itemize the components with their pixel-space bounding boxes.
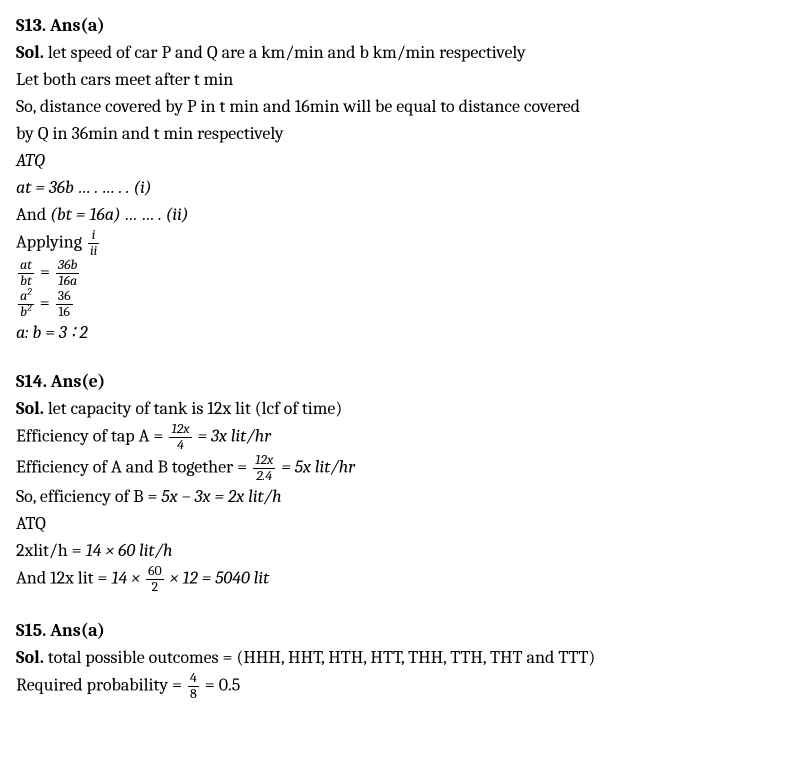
- fraction-num: 36: [56, 289, 73, 304]
- efficiency-a-result: = 3x lit/hr: [194, 426, 272, 447]
- solution-s15: S15. Ans(a) Sol. total possible outcomes…: [16, 617, 781, 701]
- equation: (bt = 16a): [50, 204, 121, 225]
- fraction: 12x4: [169, 422, 191, 452]
- ratio-result: a: b = 3 ∶ 2: [16, 322, 88, 343]
- exponent: 2: [27, 286, 32, 297]
- equation-tag: … . … . . (i): [74, 177, 152, 198]
- fraction-num: 12x: [169, 422, 191, 437]
- fraction: 602: [146, 564, 164, 594]
- atq-label: ATQ: [16, 150, 45, 171]
- equation: at = 36b: [16, 177, 74, 198]
- fraction: a2b2: [18, 289, 34, 319]
- equation: 14 ×: [111, 568, 144, 589]
- equation-result: × 12 = 5040 lit: [166, 568, 269, 589]
- fraction-den: 8: [188, 686, 199, 702]
- equation-tag: … … . (ii): [121, 204, 189, 225]
- fraction-num: 12x: [253, 453, 275, 468]
- fraction-den: 4: [169, 437, 191, 453]
- fraction-num: 36b: [56, 258, 80, 273]
- efficiency-ab-result: = 5x lit/hr: [277, 456, 355, 477]
- fraction-den: 2: [146, 579, 164, 595]
- required-probability-label: Required probability =: [16, 674, 186, 695]
- equation: 14 × 60 lit/h: [86, 540, 173, 561]
- s15-text: total possible outcomes = (HHH, HHT, HTH…: [44, 647, 595, 668]
- efficiency-b-label: So, efficiency of B =: [16, 486, 161, 507]
- s13-text: by Q in 36min and t min respectively: [16, 120, 781, 147]
- efficiency-b-result: 5x − 3x = 2x lit/h: [161, 486, 281, 507]
- sol-label: Sol.: [16, 647, 44, 668]
- equals: =: [36, 292, 54, 313]
- s13-heading: S13. Ans(a): [16, 15, 105, 36]
- fraction-den: b2: [18, 304, 34, 320]
- s13-text: Let both cars meet after t min: [16, 66, 781, 93]
- s14-text: let capacity of tank is 12x lit (lcf of …: [44, 398, 342, 419]
- exponent: 2: [27, 302, 32, 313]
- equals: =: [36, 262, 54, 283]
- atq-label: ATQ: [16, 510, 781, 537]
- and-label: And: [16, 204, 50, 225]
- fraction: 48: [188, 671, 199, 701]
- s13-text: So, distance covered by P in t min and 1…: [16, 93, 781, 120]
- efficiency-ab-label: Efficiency of A and B together =: [16, 456, 251, 477]
- fraction-den: 2.4: [253, 468, 275, 484]
- fraction-num: at: [18, 258, 34, 273]
- fraction-den: 16: [56, 304, 73, 320]
- s14-heading: S14. Ans(e): [16, 371, 105, 392]
- probability-result: = 0.5: [201, 674, 240, 695]
- fraction-num: 4: [188, 671, 199, 686]
- fraction-den: ii: [88, 243, 99, 259]
- solution-s13: S13. Ans(a) Sol. let speed of car P and …: [16, 12, 781, 346]
- efficiency-a-label: Efficiency of tap A =: [16, 426, 167, 447]
- fraction: iii: [88, 228, 99, 258]
- s15-heading: S15. Ans(a): [16, 620, 105, 641]
- fraction: 12x2.4: [253, 453, 275, 483]
- sol-label: Sol.: [16, 398, 44, 419]
- applying-label: Applying: [16, 231, 86, 252]
- fraction: atbt: [18, 258, 34, 288]
- fraction: 36b16a: [56, 258, 80, 288]
- s13-text: let speed of car P and Q are a km/min an…: [44, 42, 526, 63]
- equation: And 12x lit =: [16, 568, 111, 589]
- fraction: 3616: [56, 289, 73, 319]
- sol-label: Sol.: [16, 42, 44, 63]
- fraction-num: 60: [146, 564, 164, 579]
- fraction-num: i: [88, 228, 99, 243]
- equation: 2xlit/h =: [16, 540, 86, 561]
- solution-s14: S14. Ans(e) Sol. let capacity of tank is…: [16, 368, 781, 594]
